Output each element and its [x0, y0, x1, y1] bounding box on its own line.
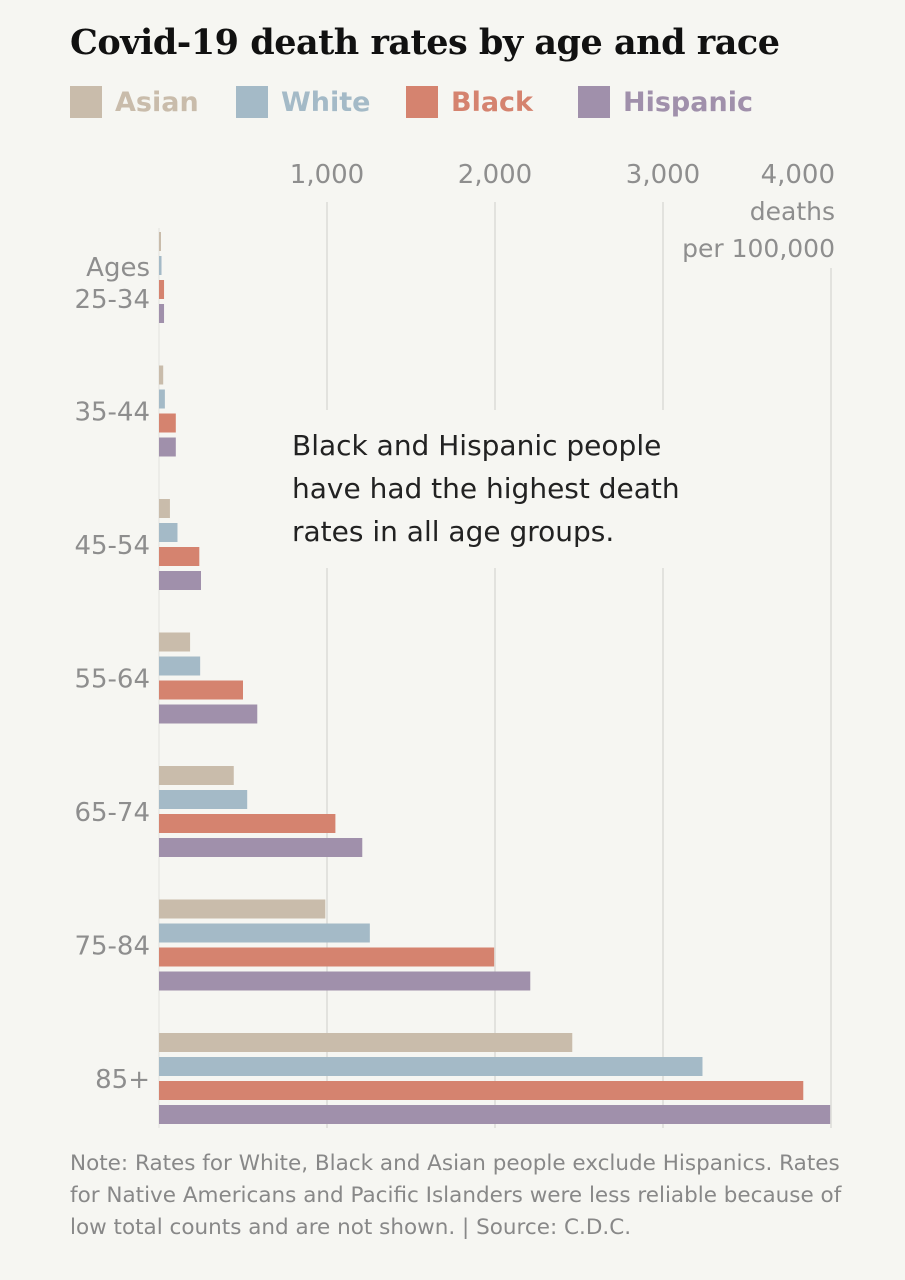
bar-hispanic-35-44 — [159, 437, 176, 457]
source-note: Note: Rates for White, Black and Asian p… — [70, 1151, 842, 1240]
legend-label-hispanic: Hispanic — [623, 86, 753, 118]
bar-hispanic-75-84 — [159, 971, 531, 991]
legend-label-white: White — [281, 86, 371, 118]
category-label-55-64: 55-64 — [74, 665, 150, 695]
bars — [159, 232, 831, 1124]
legend-item-white: White — [236, 86, 370, 118]
bar-asian-55-64 — [159, 632, 191, 652]
bar-hispanic-85+ — [159, 1105, 831, 1124]
bar-black-65-74 — [159, 814, 336, 833]
value-tick-labels: 1,000 2,000 3,000 4,000 — [290, 160, 835, 190]
bar-asian-35-44 — [159, 365, 164, 385]
chart-title: Covid-19 death rates by age and race — [70, 22, 780, 63]
axis-unit-line2: per 100,000 — [682, 234, 835, 263]
legend-swatch-black — [406, 86, 438, 118]
legend-label-asian: Asian — [115, 86, 199, 118]
annotation: Black and Hispanic people have had the h… — [276, 410, 720, 568]
bar-white-65-74 — [159, 790, 248, 809]
legend-label-black: Black — [451, 86, 534, 118]
tick-label-1000: 1,000 — [290, 160, 364, 190]
bar-hispanic-45-54 — [159, 571, 201, 590]
bar-white-85+ — [159, 1057, 703, 1076]
bar-black-45-54 — [159, 547, 200, 566]
bar-white-55-64 — [159, 656, 201, 676]
category-label-45-54: 45-54 — [74, 531, 150, 561]
bar-asian-25-34 — [159, 232, 161, 251]
bar-hispanic-55-64 — [159, 704, 258, 724]
category-label-25-34: 25-34 — [74, 285, 150, 315]
bar-asian-65-74 — [159, 766, 234, 785]
bar-hispanic-25-34 — [159, 304, 165, 323]
tick-label-2000: 2,000 — [458, 160, 532, 190]
legend-swatch-asian — [70, 86, 102, 118]
category-label-85+: 85+ — [95, 1065, 150, 1095]
bar-white-25-34 — [159, 256, 162, 275]
legend-swatch-white — [236, 86, 268, 118]
bar-white-75-84 — [159, 923, 370, 943]
bar-black-25-34 — [159, 280, 165, 299]
legend-item-hispanic: Hispanic — [578, 86, 753, 118]
bar-white-45-54 — [159, 523, 178, 542]
tick-label-3000: 3,000 — [626, 160, 700, 190]
category-label-65-74: 65-74 — [74, 798, 150, 828]
axis-unit-line1: deaths — [750, 197, 835, 226]
legend-item-black: Black — [406, 86, 533, 118]
legend-swatch-hispanic — [578, 86, 610, 118]
bar-black-75-84 — [159, 947, 495, 967]
tick-label-4000: 4,000 — [761, 160, 835, 190]
category-labels: 25-34 35-44 45-54 55-64 65-74 75-84 85+ — [74, 285, 150, 1095]
category-label-75-84: 75-84 — [74, 932, 150, 962]
bar-asian-75-84 — [159, 899, 326, 919]
bar-black-85+ — [159, 1081, 804, 1100]
bar-chart: 1,000 2,000 3,000 4,000 25-34 35-44 45-54 55-6… — [74, 160, 835, 1128]
legend-item-asian: Asian — [70, 86, 199, 118]
bar-black-35-44 — [159, 413, 176, 433]
bar-asian-85+ — [159, 1033, 573, 1052]
bar-black-55-64 — [159, 680, 243, 700]
category-axis-label: Ages — [86, 253, 150, 283]
bar-white-35-44 — [159, 389, 165, 409]
bar-asian-45-54 — [159, 499, 170, 518]
bar-hispanic-65-74 — [159, 838, 363, 857]
category-label-35-44: 35-44 — [74, 398, 150, 428]
